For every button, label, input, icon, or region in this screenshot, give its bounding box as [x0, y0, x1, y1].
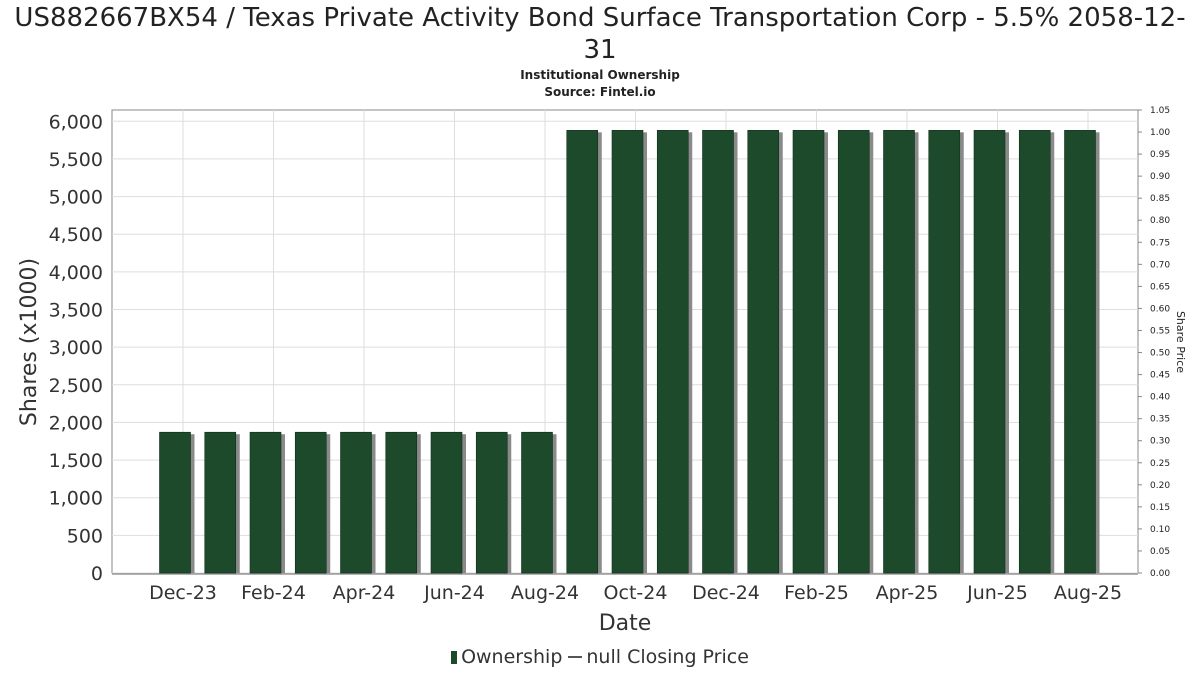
x-tick-label: Apr-25	[876, 582, 939, 604]
x-tick-label: Jun-25	[966, 582, 1028, 604]
ownership-bar	[883, 130, 915, 574]
x-tick-label: Aug-24	[511, 582, 579, 604]
y2-tick-label: 0.30	[1150, 437, 1170, 447]
ownership-bar	[521, 431, 553, 574]
ownership-bar	[385, 431, 418, 574]
x-tick-label: Feb-25	[784, 582, 849, 604]
y2-tick-label: 0.70	[1150, 260, 1170, 270]
y-tick-label: 4,500	[49, 224, 103, 246]
y2-tick-label: 0.05	[1150, 547, 1170, 557]
chart-title: US882667BX54 / Texas Private Activity Bo…	[14, 3, 1186, 65]
y-axis-title: Shares (x1000)	[17, 258, 42, 426]
y2-tick-label: 0.60	[1150, 304, 1170, 314]
y2-tick-label: 0.25	[1150, 459, 1170, 469]
y2-tick-label: 0.40	[1150, 393, 1170, 403]
legend: Ownership null Closing Price	[0, 646, 1200, 668]
y2-tick-label: 0.55	[1150, 326, 1170, 336]
ownership-bar	[249, 431, 282, 574]
x-tick-label: Aug-25	[1054, 582, 1122, 604]
y2-tick-label: 0.95	[1150, 150, 1170, 160]
y2-tick-label: 0.75	[1150, 238, 1170, 248]
y-tick-label: 4,000	[49, 262, 103, 284]
y-tick-label: 3,000	[49, 337, 103, 359]
y-tick-label: 0	[91, 563, 103, 585]
y-tick-label: 2,500	[49, 375, 103, 397]
y-tick-label: 2,000	[49, 412, 103, 434]
y2-tick-label: 0.85	[1150, 194, 1170, 204]
ownership-bar	[747, 130, 780, 574]
ownership-bar	[475, 431, 508, 574]
y2-tick-label: 0.80	[1150, 216, 1170, 226]
ownership-bar	[1018, 130, 1051, 574]
ownership-bar	[159, 431, 191, 574]
ownership-bar	[611, 130, 644, 574]
x-tick-label: Apr-24	[333, 582, 396, 604]
y2-tick-label: 1.05	[1150, 106, 1170, 116]
y2-axis-title: Share Price	[1174, 311, 1187, 373]
ownership-bar	[204, 431, 237, 574]
x-tick-label: Feb-24	[241, 582, 306, 604]
y-tick-label: 1,500	[49, 450, 103, 472]
y2-tick-label: 0.45	[1150, 371, 1170, 381]
y2-tick-label: 1.00	[1150, 128, 1170, 138]
legend-price-label: null Closing Price	[586, 646, 749, 668]
legend-ownership-label: Ownership	[461, 646, 563, 668]
y-tick-label: 5,500	[49, 149, 103, 171]
y2-tick-label: 0.35	[1150, 415, 1170, 425]
x-tick-label: Jun-24	[423, 582, 485, 604]
y2-tick-label: 0.20	[1150, 481, 1170, 491]
x-tick-label: Oct-24	[604, 582, 668, 604]
y-tick-label: 6,000	[49, 111, 103, 133]
ownership-bar	[430, 431, 463, 574]
ownership-bar	[1064, 130, 1096, 574]
y2-tick-label: 0.50	[1150, 349, 1170, 359]
x-tick-label: Dec-24	[692, 582, 760, 604]
legend-ownership-swatch	[451, 651, 458, 664]
y-tick-label: 500	[67, 525, 103, 547]
y2-tick-label: 0.90	[1150, 172, 1170, 182]
x-axis-title: Date	[599, 611, 652, 636]
ownership-bar	[702, 130, 734, 574]
ownership-bar	[792, 130, 825, 574]
chart-subtitle: Institutional Ownership	[520, 68, 680, 82]
ownership-bar	[566, 130, 599, 574]
ownership-bar	[928, 130, 961, 574]
legend-price-line	[568, 656, 583, 658]
x-tick-label: Dec-23	[149, 582, 217, 604]
ownership-bar	[656, 130, 689, 574]
y2-tick-label: 0.15	[1150, 503, 1170, 513]
ownership-bar	[294, 431, 327, 574]
y-tick-label: 1,000	[49, 488, 103, 510]
ownership-bar	[973, 130, 1006, 574]
chart-source: Source: Fintel.io	[544, 85, 656, 99]
ownership-bar	[837, 130, 870, 574]
y2-tick-label: 0.10	[1150, 525, 1170, 535]
y2-tick-label: 0.65	[1150, 282, 1170, 292]
ownership-bar	[340, 431, 372, 574]
y2-tick-label: 0.00	[1150, 569, 1170, 579]
y-tick-label: 5,000	[49, 187, 103, 209]
y-tick-label: 3,500	[49, 300, 103, 322]
